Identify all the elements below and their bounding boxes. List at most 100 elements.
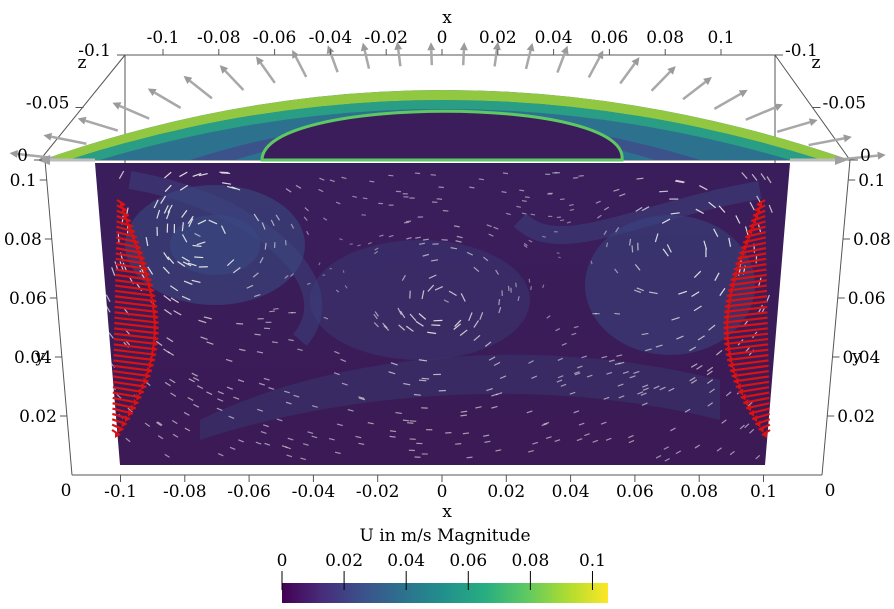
- interior-vector: [455, 443, 462, 445]
- x-ticks-top: -0.1 -0.08 -0.06 -0.04 -0.02 0 0.02 0.04 0.06 0.0…: [147, 28, 735, 55]
- interior-vector: [571, 332, 577, 336]
- interior-vector: [716, 447, 722, 452]
- y-axis-label-left: y: [34, 347, 45, 367]
- interior-vector: [171, 420, 178, 425]
- interior-vector: [603, 396, 610, 400]
- wall-jet-arrow: [728, 359, 769, 367]
- interior-vector: [603, 206, 610, 211]
- interior-vector: [163, 205, 169, 214]
- surface-arrowhead: [256, 56, 264, 66]
- wall-jet-arrowhead: [135, 243, 141, 251]
- wall-jet-arrowhead: [749, 222, 755, 230]
- wall-jet-arrowhead: [733, 265, 739, 273]
- wall-jet-arrow: [723, 332, 769, 340]
- interior-vector: [486, 224, 492, 228]
- interior-vector: [286, 454, 293, 458]
- interior-vector: [290, 223, 295, 229]
- surface-arrowhead: [459, 42, 468, 51]
- interior-vector: [179, 171, 188, 178]
- interior-vector: [221, 172, 231, 175]
- colorbar: U in m/s Magnitude 0 0.02 0.04 0.06 0.08 0.1: [277, 526, 608, 603]
- z-axis-label-right: z: [812, 53, 821, 73]
- wall-jet-arrowhead: [752, 414, 758, 422]
- interior-vector: [254, 293, 261, 298]
- interior-vector: [530, 213, 536, 216]
- interior-vector: [352, 195, 358, 198]
- interior-vector: [253, 213, 260, 222]
- wall-jet-arrowhead: [747, 227, 753, 235]
- interior-vector: [521, 212, 527, 215]
- interior-vector: [689, 346, 697, 352]
- interior-vector: [163, 294, 172, 302]
- interior-vector: [198, 173, 208, 177]
- surface-arrowhead: [808, 118, 818, 127]
- wall-jet-arrowhead: [141, 259, 147, 267]
- interior-vector: [569, 208, 575, 212]
- surface-arrowhead: [877, 151, 886, 160]
- interior-vector: [601, 355, 608, 359]
- interior-vector: [374, 247, 379, 251]
- interior-vector: [208, 219, 218, 225]
- interior-vector: [187, 215, 194, 224]
- interior-vector: [581, 355, 587, 359]
- wall-jet-arrowhead: [724, 345, 730, 353]
- interior-vector: [596, 214, 602, 219]
- wall-jet-arrowhead: [743, 398, 749, 406]
- interior-vector: [220, 225, 226, 234]
- interior-vector: [729, 450, 735, 456]
- interior-vector: [708, 201, 717, 209]
- interior-vector: [516, 205, 522, 208]
- origin-label-right: 0: [825, 481, 836, 501]
- surface-arrow: [524, 50, 532, 70]
- wall-jet-arrowhead: [731, 372, 737, 380]
- interior-vector: [691, 291, 700, 298]
- interior-vector: [217, 390, 224, 395]
- wall-jet-arrowhead: [148, 361, 154, 369]
- wall-jet-arrowhead: [129, 227, 135, 235]
- x-tick-label-top: -0.04: [309, 28, 353, 48]
- interior-vector: [668, 387, 675, 392]
- x-ticks-bottom: -0.1 -0.08 -0.06 -0.04 -0.02 0 0.02 0.04 0.06 0.0…: [104, 475, 777, 502]
- interior-vector: [373, 322, 379, 328]
- wall-jet-arrowhead: [147, 366, 153, 374]
- wall-jet-arrowhead: [749, 409, 755, 417]
- wall-jet-arrowhead: [723, 329, 729, 337]
- interior-vector: [566, 221, 571, 224]
- interior-vector: [648, 291, 658, 295]
- interior-vector: [696, 365, 703, 370]
- wall-jet-arrow: [725, 348, 769, 356]
- interior-vector: [405, 220, 412, 223]
- x-tick-label-top: 0.06: [590, 28, 628, 48]
- wall-jet-arrowhead: [120, 201, 125, 208]
- interior-vector: [541, 423, 548, 427]
- interior-vector: [179, 184, 189, 191]
- interior-vector: [493, 361, 501, 367]
- wall-jet-arrowhead: [152, 345, 158, 353]
- wall-jet-arrowhead: [151, 297, 157, 305]
- interior-vector: [501, 191, 507, 194]
- wall-jet-arrowhead: [124, 414, 130, 422]
- wall-jet-arrowhead: [723, 318, 729, 326]
- interior-vector: [160, 195, 167, 204]
- wall-jet-arrowhead: [127, 222, 133, 230]
- x-tick-label-bottom: 0.1: [750, 482, 777, 502]
- interior-vector: [469, 186, 475, 189]
- interior-vector: [528, 450, 534, 453]
- interior-vector: [415, 320, 424, 327]
- interior-vector: [328, 437, 335, 441]
- interior-vector: [167, 256, 175, 264]
- interior-vector: [523, 242, 528, 247]
- x-tick-label-top: 0.04: [535, 28, 573, 48]
- interior-vector: [264, 242, 267, 250]
- interior-vector: [194, 232, 201, 238]
- interior-vector: [329, 179, 335, 183]
- interior-vector: [389, 435, 396, 438]
- interior-vector: [389, 430, 397, 433]
- interior-vector: [498, 298, 501, 306]
- wall-jet-arrowhead: [751, 217, 757, 225]
- interior-vector: [409, 290, 411, 299]
- interior-vector: [629, 375, 636, 379]
- wall-jet-arrowhead: [725, 297, 731, 305]
- interior-vector: [605, 242, 609, 248]
